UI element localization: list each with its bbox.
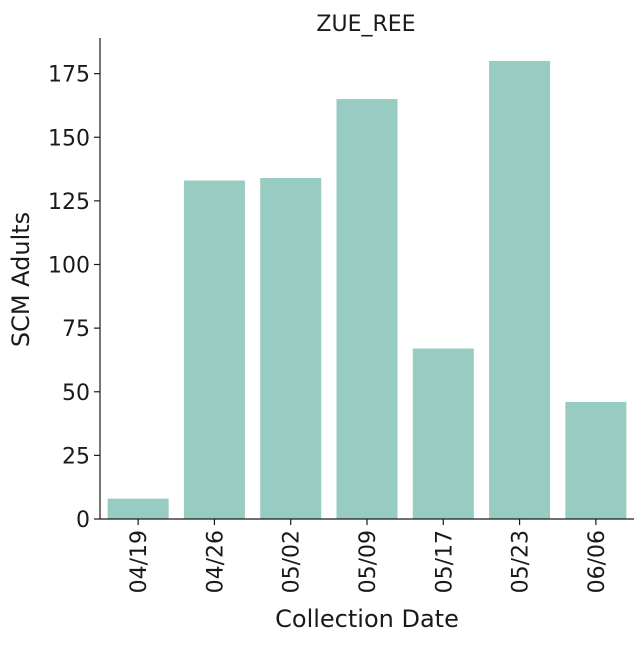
x-tick-label: 05/02 [280, 530, 305, 593]
y-tick-label: 125 [48, 190, 90, 215]
y-tick-label: 175 [48, 63, 90, 88]
bars [107, 60, 627, 520]
y-tick-label: 50 [62, 381, 90, 406]
x-tick-label: 05/23 [509, 530, 534, 593]
bar-05-09 [336, 99, 398, 519]
bar-06-06 [565, 401, 627, 519]
chart-title: ZUE_REE [316, 12, 415, 37]
bar-04-19 [107, 498, 169, 519]
y-tick-label: 75 [62, 317, 90, 342]
bar-04-26 [183, 180, 245, 519]
x-axis-ticks: 04/19 04/26 05/02 05/09 05/17 05/23 06/06 [127, 519, 610, 593]
bar-05-17 [412, 348, 474, 519]
y-tick-label: 100 [48, 254, 90, 279]
x-tick-label: 05/17 [432, 530, 457, 593]
x-tick-label: 04/19 [127, 530, 152, 593]
y-axis-ticks: 0 25 50 75 100 125 150 175 [48, 63, 100, 533]
y-axis-label: SCM Adults [7, 212, 35, 347]
bar-05-02 [260, 177, 322, 519]
y-tick-label: 0 [76, 508, 90, 533]
bar-05-23 [489, 60, 551, 520]
x-tick-label: 04/26 [203, 530, 228, 593]
x-axis-label: Collection Date [275, 605, 459, 633]
x-tick-label: 05/09 [356, 530, 381, 593]
y-tick-label: 150 [48, 126, 90, 151]
x-tick-label: 06/06 [585, 530, 610, 593]
y-tick-label: 25 [62, 444, 90, 469]
